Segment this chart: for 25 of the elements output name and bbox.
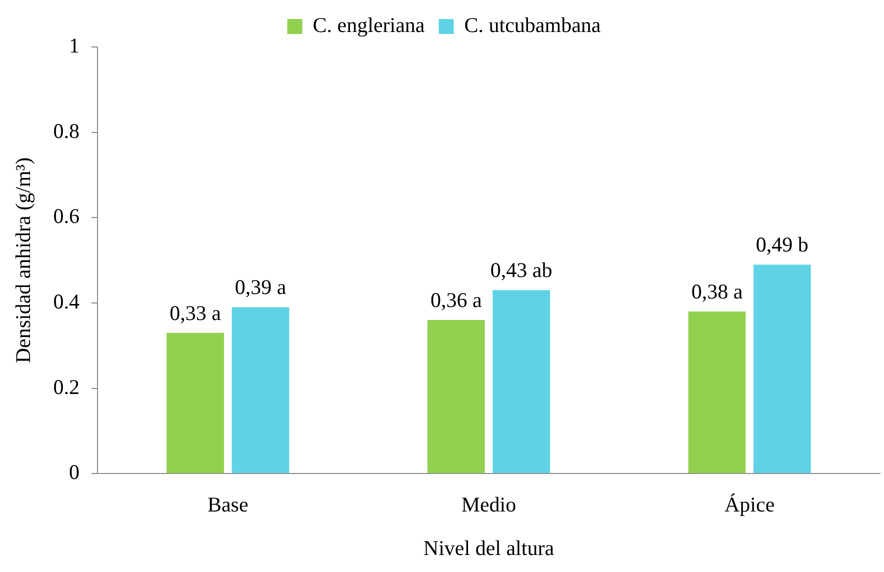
y-tick-label: 0.4 — [53, 289, 80, 314]
y-tick-label: 0.2 — [53, 374, 80, 399]
data-label: 0,38 a — [691, 280, 744, 304]
x-axis-title: Nivel del altura — [423, 536, 555, 560]
x-tick-label: Medio — [461, 492, 516, 517]
x-tick-label: Base — [207, 492, 248, 517]
bar — [427, 320, 485, 474]
legend-label: C. engleriana — [312, 13, 426, 38]
data-label: 0,36 a — [430, 288, 482, 312]
y-tick-label: 0 — [68, 460, 80, 484]
y-tick-label: 1 — [68, 34, 80, 58]
data-label: 0,49 b — [756, 232, 808, 257]
legend-label: C. utcubambana — [464, 13, 602, 38]
data-label: 0,39 a — [234, 275, 287, 300]
data-label: 0,43 ab — [490, 258, 552, 282]
bar — [753, 264, 811, 474]
data-label: 0,33 a — [170, 300, 222, 325]
bar — [688, 311, 746, 474]
bar — [232, 307, 290, 474]
y-tick-label: 0.8 — [53, 118, 80, 143]
bar — [492, 290, 550, 474]
bar — [166, 332, 224, 474]
x-tick-label: Ápice — [724, 492, 775, 517]
y-tick-label: 0.6 — [53, 204, 80, 228]
y-axis-title: Densidad anhidra (g/m³) — [11, 157, 36, 364]
